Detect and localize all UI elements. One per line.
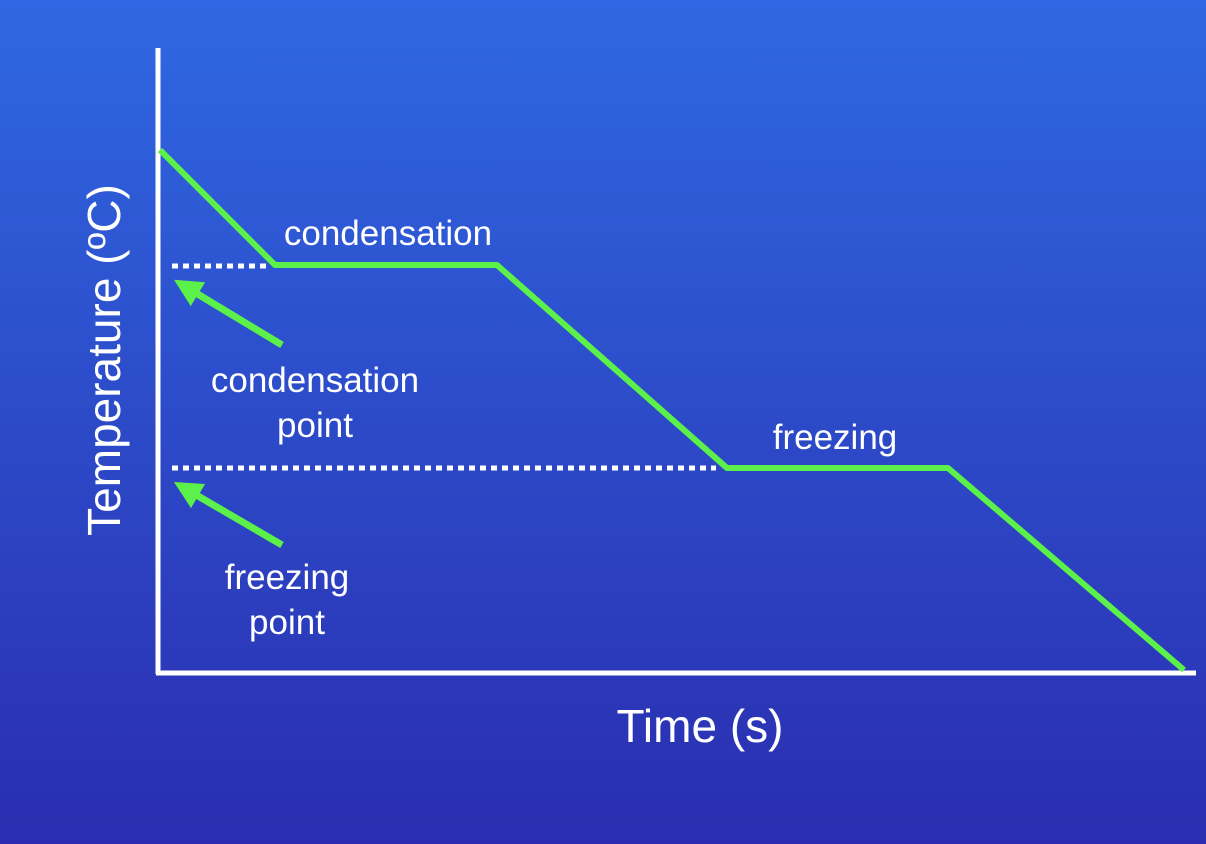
annotation-line: point [277,406,353,445]
phase-label: freezing [773,418,898,457]
x-axis-label: Time (s) [617,700,784,752]
phase-label: condensation [284,214,492,253]
cooling-curve [157,147,1186,673]
annotation-line: condensation [211,361,419,400]
arrow [173,481,284,549]
y-axis-label: Temperature (ºC) [78,184,130,536]
annotation-line: freezing [225,558,350,597]
annotation-line: point [249,603,325,642]
arrow [174,279,284,348]
